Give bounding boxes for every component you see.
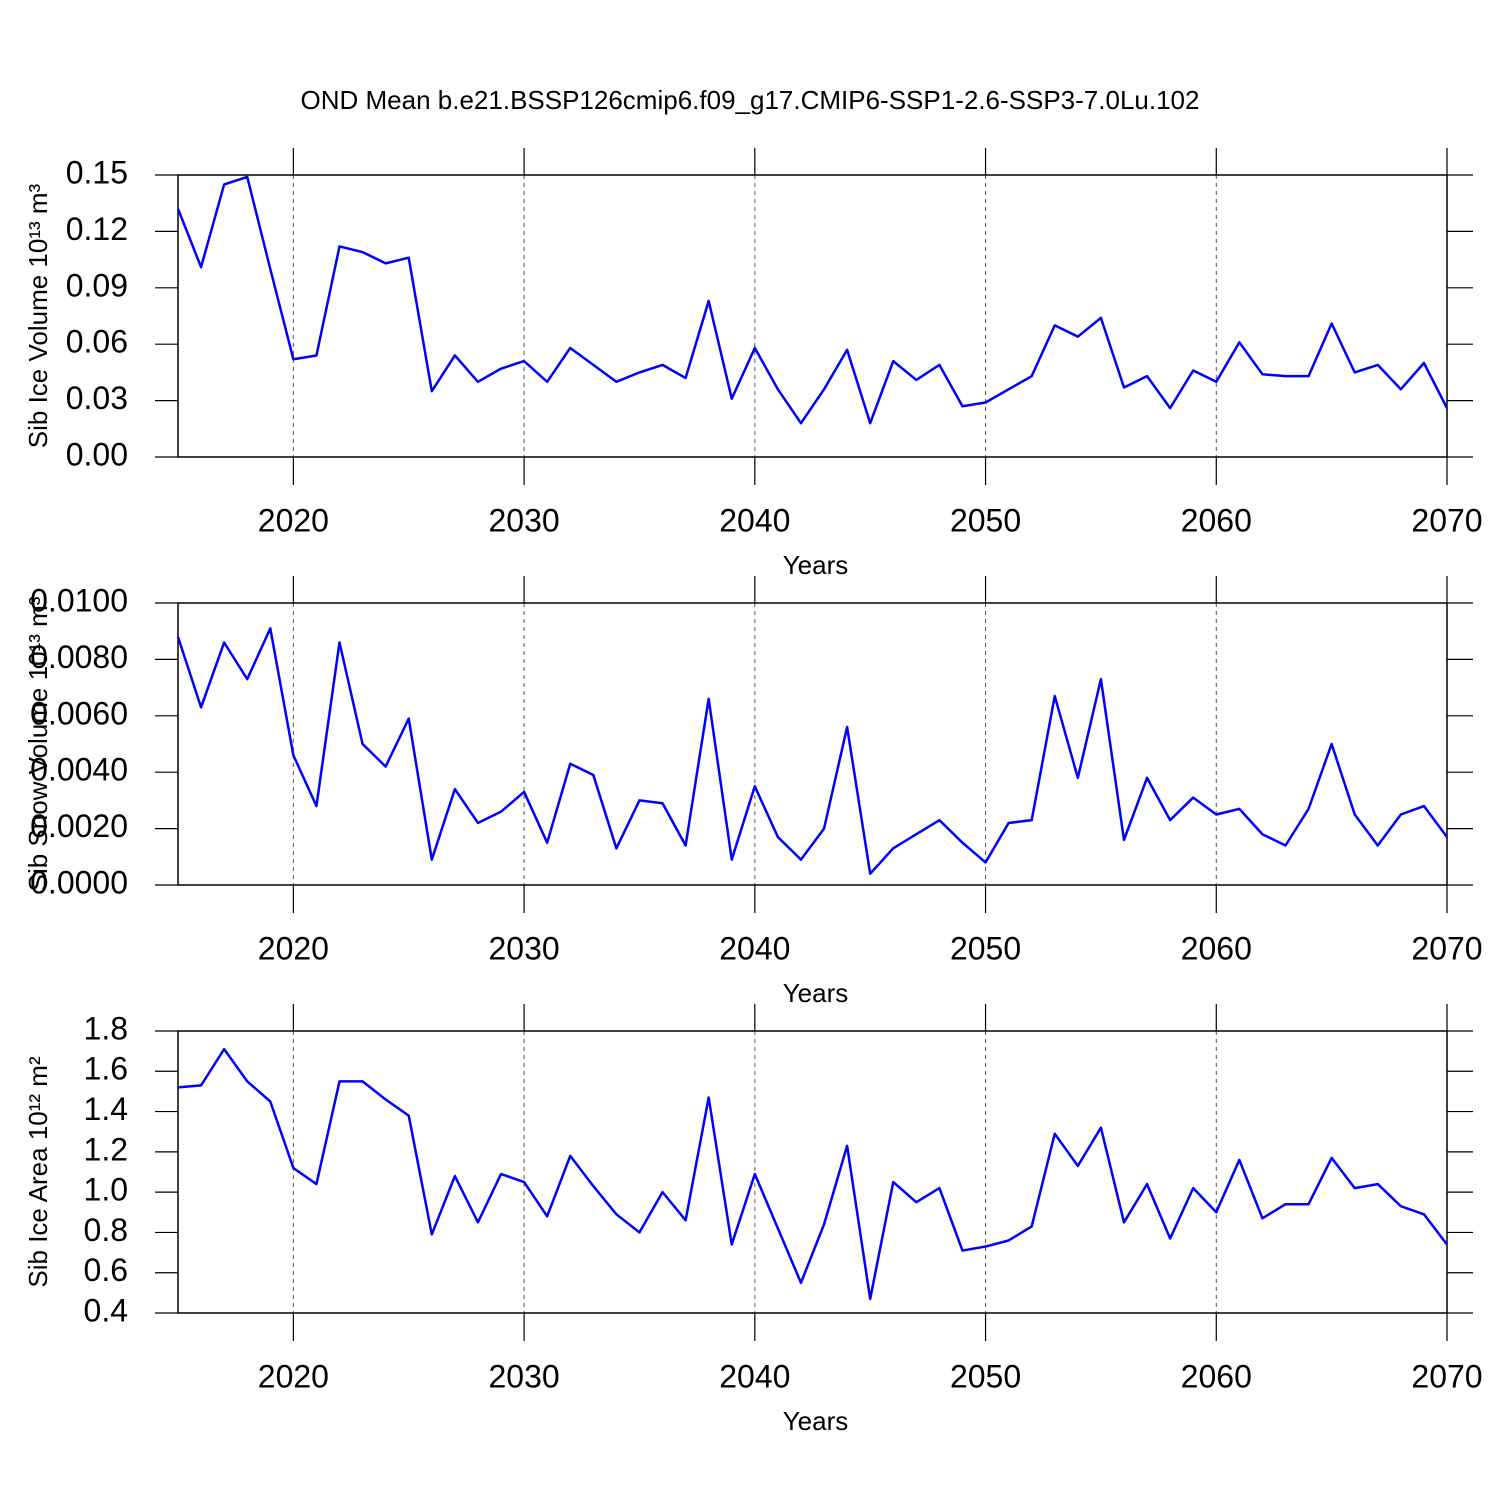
y-tick-label: 0.00	[66, 436, 128, 472]
y-tick-label: 0.12	[66, 211, 128, 247]
y-tick-label: 1.4	[84, 1091, 128, 1127]
plot-frame	[177, 602, 1448, 886]
x-tick-label: 2050	[950, 930, 1021, 966]
y-tick-label: 0.06	[66, 324, 128, 360]
y-tick-label: 0.15	[66, 154, 128, 190]
x-tick-label: 2040	[719, 1358, 790, 1394]
x-tick-label: 2020	[258, 1358, 329, 1394]
x-tick-label: 2040	[719, 502, 790, 538]
y-tick-label: 1.2	[84, 1131, 128, 1167]
y-tick-label: 0.09	[66, 267, 128, 303]
y-tick-label: 1.8	[84, 1010, 128, 1046]
data-line	[176, 175, 1449, 425]
x-tick-label: 2030	[488, 1358, 559, 1394]
y-axis-label: Sib Ice Area 10¹² m²	[23, 1056, 53, 1288]
x-tick-label: 2020	[258, 930, 329, 966]
y-tick-label: 0.0000	[30, 864, 128, 900]
y-axis-label: Sib Ice Volume 10¹³ m³	[23, 183, 53, 448]
x-tick-label: 2020	[258, 502, 329, 538]
x-axis-label: Years	[783, 550, 849, 580]
x-tick-label: 2070	[1411, 502, 1482, 538]
x-tick-label: 2070	[1411, 930, 1482, 966]
y-tick-label: 1.0	[84, 1172, 128, 1208]
x-tick-label: 2060	[1181, 1358, 1252, 1394]
x-tick-label: 2060	[1181, 930, 1252, 966]
x-tick-label: 2040	[719, 930, 790, 966]
y-tick-label: 0.6	[84, 1252, 128, 1288]
data-line	[177, 1047, 1448, 1301]
x-tick-label: 2060	[1181, 502, 1252, 538]
y-axis-label: Sib Snow Volume 10¹³ m³	[23, 596, 53, 891]
plot-frame	[177, 1030, 1448, 1314]
y-tick-label: 0.0100	[30, 582, 128, 618]
x-tick-label: 2070	[1411, 1358, 1482, 1394]
y-tick-label: 0.0020	[30, 808, 128, 844]
x-tick-label: 2030	[488, 502, 559, 538]
chart-title: OND Mean b.e21.BSSP126cmip6.f09_g17.CMIP…	[301, 85, 1200, 115]
x-tick-label: 2050	[950, 1358, 1021, 1394]
y-tick-label: 0.0080	[30, 639, 128, 675]
y-tick-label: 0.8	[84, 1212, 128, 1248]
y-tick-label: 0.0040	[30, 752, 128, 788]
data-line	[176, 627, 1449, 875]
y-tick-label: 1.6	[84, 1051, 128, 1087]
plot-frame	[177, 174, 1448, 458]
y-tick-label: 0.4	[84, 1292, 128, 1328]
x-tick-label: 2030	[488, 930, 559, 966]
x-axis-label: Years	[783, 1406, 849, 1436]
x-tick-label: 2050	[950, 502, 1021, 538]
y-tick-label: 0.0060	[30, 695, 128, 731]
x-axis-label: Years	[783, 978, 849, 1008]
y-tick-label: 0.03	[66, 380, 128, 416]
